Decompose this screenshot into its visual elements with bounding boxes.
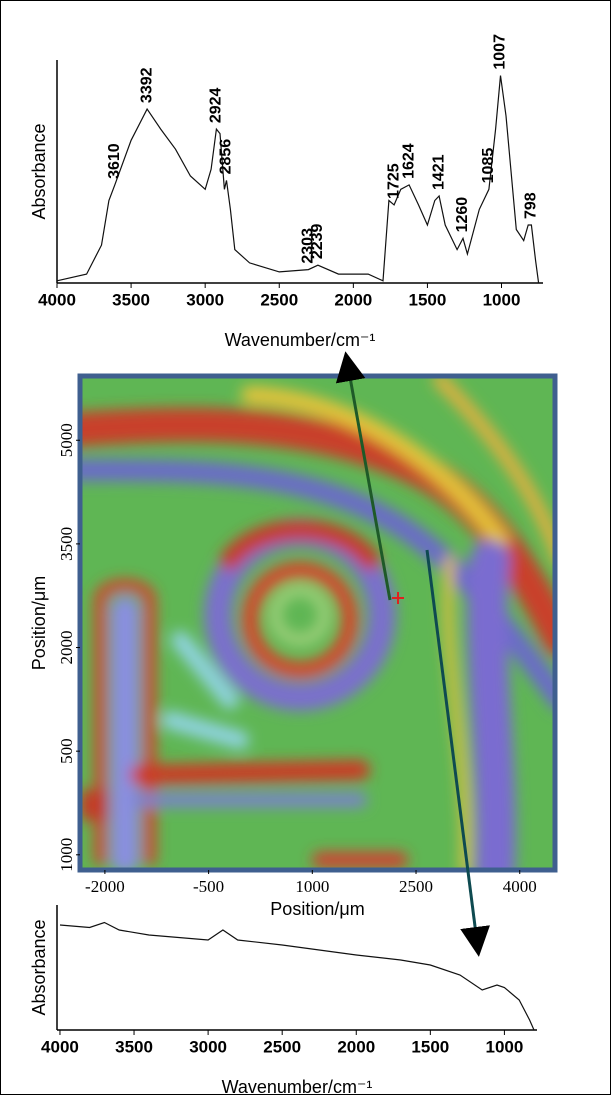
x-tick-label: 1000 [485,1037,523,1056]
spectrum-line [57,76,539,283]
x-tick-label: 3500 [115,1037,153,1056]
peak-label: 1260 [454,197,471,233]
x-axis-label: Wavenumber/cm⁻¹ [222,1077,373,1095]
figure: 4000 3500 3000 2500 2000 1500 1000 Wavenumber/c… [0,0,611,1095]
x-tick-label: -2000 [85,877,125,896]
peak-label: 3610 [106,143,123,179]
map-image [70,376,560,870]
y-axis-label: Absorbance [29,919,49,1015]
x-tick-label: 1000 [483,290,521,309]
x-tick-label: 1500 [411,1037,449,1056]
y-axis-label: Position/μm [29,576,49,670]
y-tick-label: 500 [57,738,76,764]
y-tick-label: 1000 [57,838,76,872]
x-tick-label: 2000 [337,1037,375,1056]
x-tick-label: 1500 [409,290,447,309]
peak-label: 798 [523,192,540,219]
x-tick-label: 2500 [399,877,433,896]
spectrum-line [60,923,534,1031]
peak-label: 1085 [480,148,497,184]
peak-label: 1007 [492,34,509,70]
peak-label: 3392 [138,67,155,103]
peak-label: 1624 [400,143,417,179]
x-tick-label: 4000 [38,290,76,309]
x-tick-label: 3500 [112,290,150,309]
peak-label: 2856 [218,139,235,175]
x-tick-label: 4000 [503,877,537,896]
y-axis-label: Absorbance [29,123,49,219]
y-tick-label: 5000 [57,423,76,457]
x-tick-label: 2500 [260,290,298,309]
x-axis-label: Position/μm [270,899,364,919]
x-tick-label: 4000 [41,1037,79,1056]
x-tick-label: 2000 [334,290,372,309]
peak-label: 2924 [208,87,225,123]
x-tick-label: 1000 [295,877,329,896]
x-tick-label: -500 [193,877,224,896]
x-tick-label: 3000 [189,1037,227,1056]
peak-label: 2239 [309,223,326,259]
y-tick-label: 2000 [57,631,76,665]
x-tick-label: 3000 [186,290,224,309]
y-tick-label: 3500 [57,527,76,561]
x-axis-label: Wavenumber/cm⁻¹ [225,330,376,350]
x-tick-label: 2500 [263,1037,301,1056]
peak-label: 1421 [430,154,447,190]
